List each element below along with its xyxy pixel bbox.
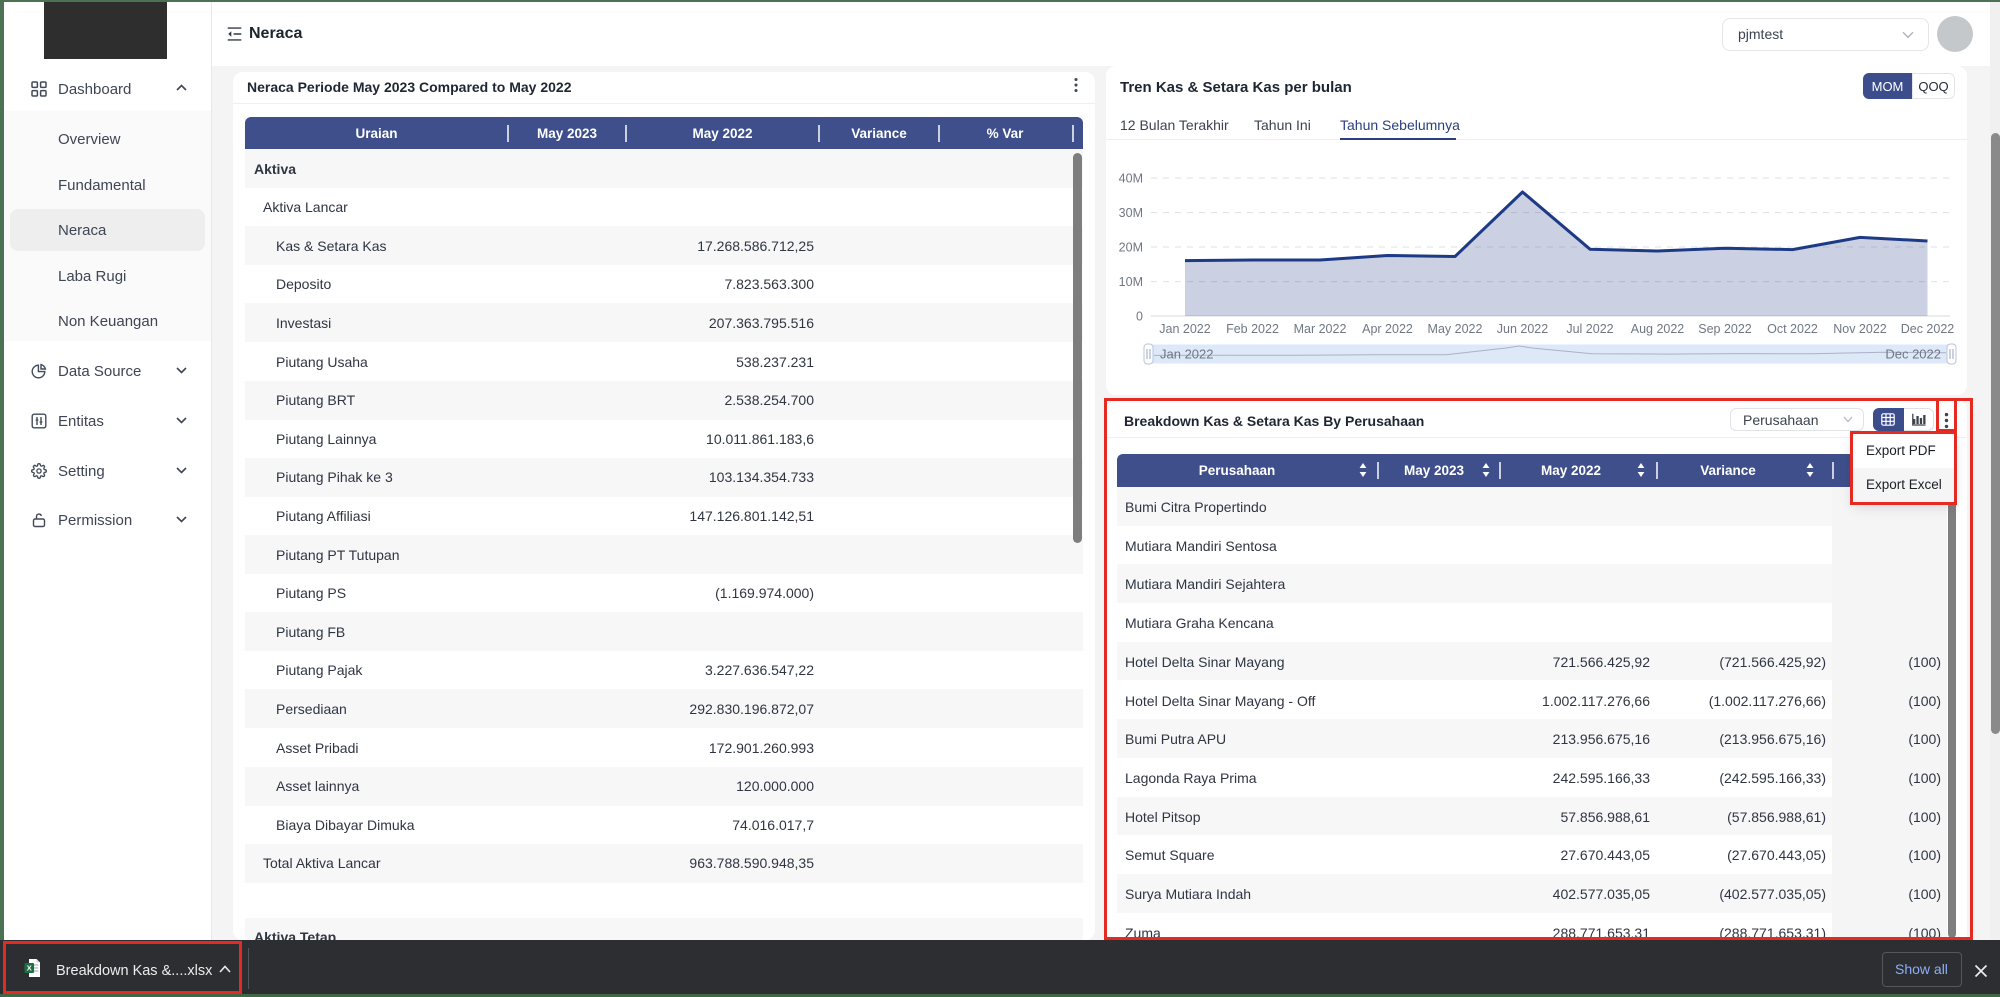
svg-text:40M: 40M bbox=[1119, 172, 1143, 186]
svg-text:30M: 30M bbox=[1119, 206, 1143, 220]
svg-text:Jul 2022: Jul 2022 bbox=[1566, 322, 1613, 336]
svg-text:May 2022: May 2022 bbox=[1428, 322, 1483, 336]
svg-text:20M: 20M bbox=[1119, 241, 1143, 255]
svg-text:Jan 2022: Jan 2022 bbox=[1159, 322, 1210, 336]
svg-text:Oct 2022: Oct 2022 bbox=[1767, 322, 1818, 336]
svg-text:Dec 2022: Dec 2022 bbox=[1885, 347, 1941, 362]
svg-text:Nov 2022: Nov 2022 bbox=[1833, 322, 1887, 336]
svg-text:Apr 2022: Apr 2022 bbox=[1362, 322, 1413, 336]
svg-text:Jan 2022: Jan 2022 bbox=[1160, 347, 1214, 362]
svg-text:0: 0 bbox=[1136, 310, 1143, 324]
svg-text:10M: 10M bbox=[1119, 275, 1143, 289]
svg-text:Aug 2022: Aug 2022 bbox=[1631, 322, 1685, 336]
svg-text:Feb 2022: Feb 2022 bbox=[1226, 322, 1279, 336]
svg-text:Jun 2022: Jun 2022 bbox=[1497, 322, 1548, 336]
svg-text:Mar 2022: Mar 2022 bbox=[1294, 322, 1347, 336]
svg-text:X: X bbox=[27, 964, 32, 973]
svg-text:Sep 2022: Sep 2022 bbox=[1698, 322, 1752, 336]
svg-text:Dec 2022: Dec 2022 bbox=[1901, 322, 1955, 336]
